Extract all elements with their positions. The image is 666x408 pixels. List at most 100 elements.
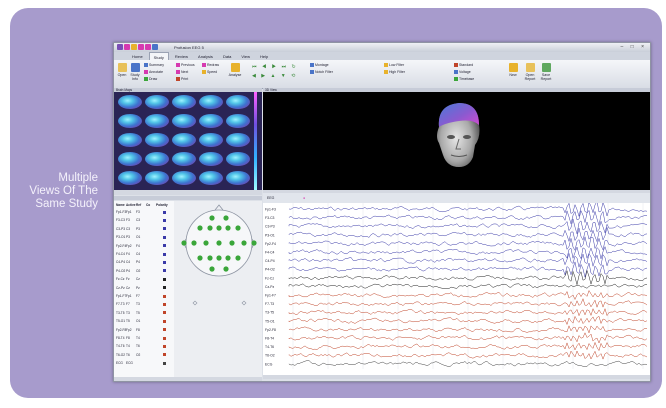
annotate-item[interactable]: Annotate (144, 70, 163, 75)
electrode-marker[interactable] (225, 255, 231, 261)
montage-row[interactable]: Fp2-F4Fp2 F4 (116, 243, 140, 248)
channel-label[interactable]: T6-O2 (265, 354, 275, 358)
channel-color-swatch[interactable] (163, 311, 166, 315)
channel-label[interactable]: ECG (265, 362, 273, 366)
channel-color-swatch[interactable] (163, 218, 166, 222)
channel-label[interactable]: Fp2-F4 (265, 242, 276, 246)
electrode-marker[interactable] (207, 255, 213, 261)
electrode-marker[interactable] (209, 215, 215, 221)
save-report-button[interactable]: Save Report (538, 63, 554, 81)
topo-map[interactable] (172, 171, 196, 185)
channel-label[interactable]: Fz-Cz (265, 276, 274, 280)
channel-color-swatch[interactable] (163, 235, 166, 239)
tab-help[interactable]: Help (260, 54, 269, 59)
topo-map[interactable] (172, 133, 196, 147)
channel-label[interactable]: T3-T5 (265, 311, 274, 315)
qat-icon[interactable] (152, 44, 158, 50)
electrode-marker[interactable] (235, 225, 241, 231)
channel-color-swatch[interactable] (163, 252, 166, 256)
channel-label[interactable]: F4-C4 (265, 251, 275, 255)
topo-map[interactable] (226, 171, 250, 185)
eeg-tab-marker[interactable]: ● (303, 196, 306, 200)
topographic-maps[interactable] (114, 92, 262, 190)
channel-color-swatch[interactable] (163, 269, 166, 273)
topo-map[interactable] (145, 95, 169, 109)
tab-view[interactable]: View (241, 54, 250, 59)
navigation-controls[interactable]: ◀ ▶ ▲ ▼ ⟲ (252, 73, 298, 79)
electrode-marker[interactable] (207, 225, 213, 231)
electrode-map[interactable] (174, 201, 262, 377)
electrode-marker[interactable] (235, 255, 241, 261)
electrode-marker[interactable] (216, 240, 222, 246)
channel-label[interactable]: P3-O1 (265, 233, 275, 237)
summary-item[interactable]: Summary (144, 63, 164, 68)
topo-map[interactable] (199, 114, 223, 128)
montage-row[interactable]: Cz-PzCz Pz (116, 285, 140, 290)
topo-map[interactable] (145, 114, 169, 128)
channel-label[interactable]: C4-P4 (265, 259, 275, 263)
channel-label[interactable]: Fp1-F3 (265, 208, 276, 212)
electrode-marker[interactable] (216, 225, 222, 231)
montage-row[interactable]: Fp1-F3Fp1 F3 (116, 210, 140, 214)
topo-map[interactable] (226, 133, 250, 147)
electrode-marker[interactable] (181, 240, 187, 246)
electrode-marker[interactable] (203, 240, 209, 246)
electrode-marker[interactable] (209, 266, 215, 272)
tab-analysis[interactable]: Analysis (198, 54, 213, 59)
montage-row[interactable]: ECG ECG (116, 361, 133, 366)
electrode-marker[interactable] (241, 240, 247, 246)
topo-map[interactable] (118, 171, 142, 185)
channel-color-swatch[interactable] (163, 353, 166, 357)
electrode-marker[interactable] (216, 255, 222, 261)
voltage-item[interactable]: Voltage (454, 70, 471, 75)
montage-row[interactable]: P3-O1P3 O1 (116, 235, 141, 240)
electrode-marker[interactable] (229, 240, 235, 246)
topo-map[interactable] (145, 171, 169, 185)
channel-color-swatch[interactable] (163, 210, 166, 214)
channel-label[interactable]: C3-P3 (265, 225, 275, 229)
channel-color-swatch[interactable] (163, 227, 166, 231)
3d-head-view[interactable] (263, 92, 650, 190)
qat-icon[interactable] (145, 44, 151, 50)
montage-row[interactable]: Fp2-F8Fp2 F8 (116, 327, 140, 332)
montage-row[interactable]: C3-P3C3 P3 (116, 226, 140, 231)
tab-home[interactable]: Home (132, 54, 143, 59)
topo-map[interactable] (172, 95, 196, 109)
eeg-waveform-view[interactable]: EEG ● Fp1-F3 F3-C3 C3-P3 P3-O1 Fp2-F4 F4-C4 C4… (263, 193, 650, 379)
eeg-traces[interactable]: Fp1-F3 F3-C3 C3-P3 P3-O1 Fp2-F4 F4-C4 C4-P4 P4-… (263, 203, 650, 371)
topo-map[interactable] (199, 171, 223, 185)
notch-item[interactable]: Notch Filter (310, 70, 333, 75)
topo-map[interactable] (226, 152, 250, 166)
channel-label[interactable]: F3-C3 (265, 216, 275, 220)
electrode-marker[interactable] (223, 215, 229, 221)
montage-row[interactable]: F3-C3F3 C3 (116, 218, 141, 223)
topo-map[interactable] (199, 95, 223, 109)
channel-color-swatch[interactable] (163, 302, 166, 306)
qat-icon[interactable] (138, 44, 144, 50)
timebase-item[interactable]: Timebase (454, 77, 474, 82)
tab-study[interactable]: Study (148, 52, 169, 61)
electrode-marker[interactable] (197, 255, 203, 261)
electrode-marker[interactable] (251, 240, 257, 246)
speed-item[interactable]: Speed (202, 70, 217, 75)
qat-icon[interactable] (124, 44, 130, 50)
montage-table[interactable]: NameActiveRef Co Polarity Fp1-F3Fp1 F3 F3-C3… (114, 201, 175, 377)
study-info-button[interactable]: Study Info (128, 63, 142, 81)
channel-color-swatch[interactable] (163, 286, 166, 290)
topo-map[interactable] (226, 95, 250, 109)
app-logo-icon[interactable] (117, 44, 123, 50)
channel-color-swatch[interactable] (163, 361, 166, 365)
analyse-button[interactable]: Analyse (228, 63, 242, 77)
electrode-marker[interactable] (197, 225, 203, 231)
montage-row[interactable]: P4-O2P4 O2 (116, 268, 141, 273)
tab-review[interactable]: Review (174, 54, 189, 59)
montage-item[interactable]: Montage (310, 63, 329, 68)
channel-label[interactable]: F7-T3 (265, 302, 274, 306)
channel-label[interactable]: Fp1-F7 (265, 294, 276, 298)
montage-row[interactable]: F4-C4F4 C4 (116, 252, 141, 256)
topo-map[interactable] (226, 114, 250, 128)
topo-map[interactable] (199, 133, 223, 147)
low-filter-item[interactable]: Low Filter (384, 63, 404, 68)
channel-color-swatch[interactable] (163, 294, 166, 298)
new-report-button[interactable]: New (506, 63, 520, 77)
